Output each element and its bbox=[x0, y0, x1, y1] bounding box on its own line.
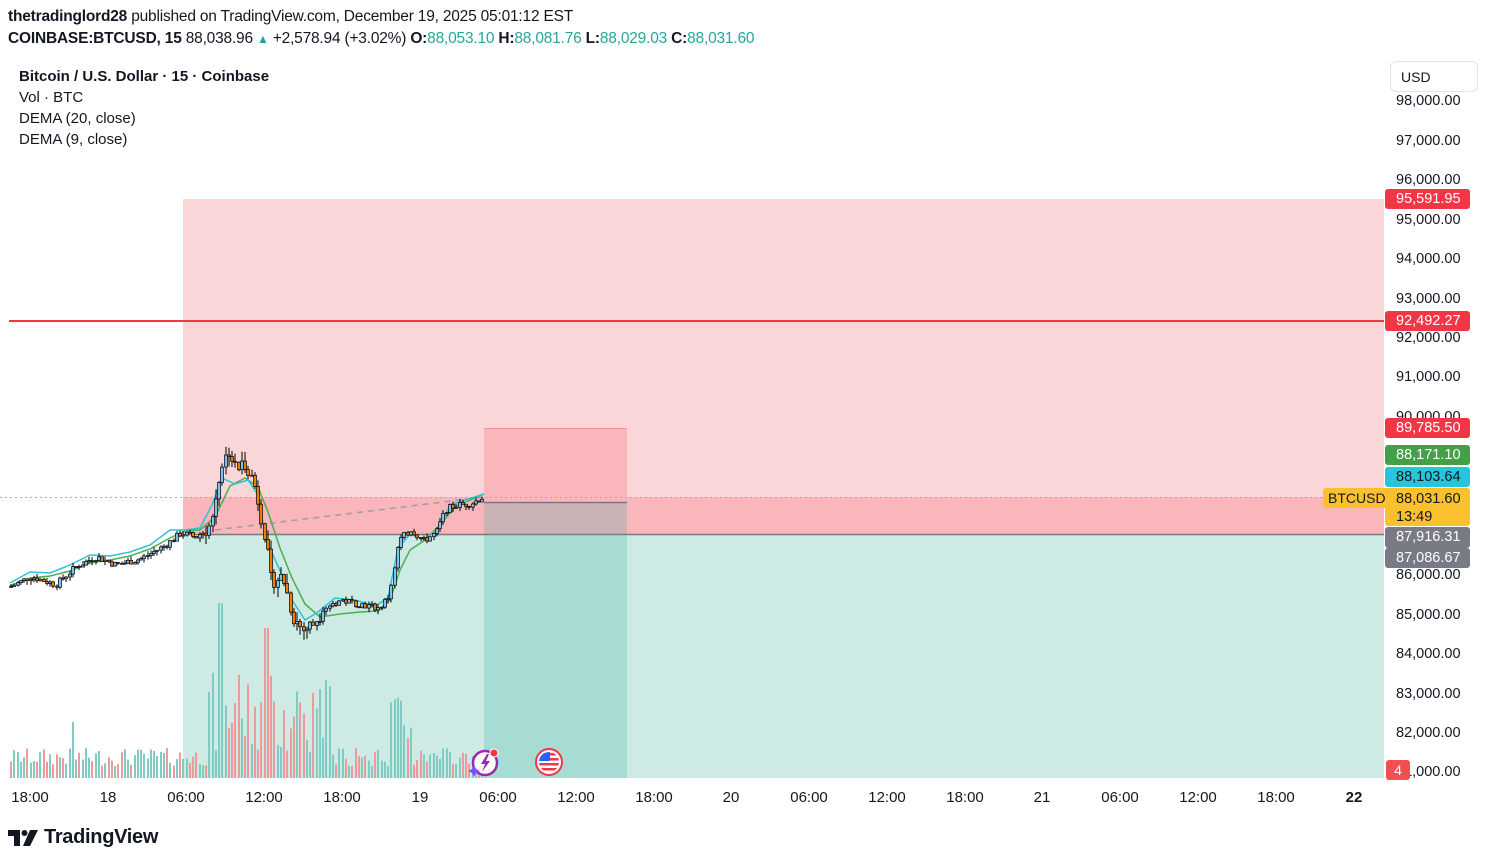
tradingview-logo[interactable]: TradingView bbox=[8, 826, 158, 849]
time-tick: 22 bbox=[1345, 789, 1363, 806]
tradingview-logo-icon bbox=[8, 829, 38, 846]
time-tick: 12:00 bbox=[1179, 789, 1217, 806]
time-tick: 06:00 bbox=[479, 789, 517, 806]
price-tick: 98,000.00 bbox=[1396, 93, 1461, 109]
dema-20-price-tag: 88,171.10 bbox=[1385, 445, 1470, 465]
symbol-label: COINBASE:BTCUSD, 15 bbox=[8, 30, 182, 47]
price-tick: 95,000.00 bbox=[1396, 212, 1461, 228]
price-change: +2,578.94 (+3.02%) bbox=[272, 30, 407, 47]
chart-plot-area[interactable] bbox=[0, 60, 1384, 778]
time-tick: 18:00 bbox=[11, 789, 49, 806]
high-value: 88,081.76 bbox=[514, 30, 582, 47]
last-price-tag: 88,031.60 13:49 bbox=[1385, 488, 1470, 526]
price-tick: 93,000.00 bbox=[1396, 291, 1461, 307]
candlesticks bbox=[9, 446, 484, 640]
chart-legend: Bitcoin / U.S. Dollar · 15 · Coinbase Vo… bbox=[19, 66, 269, 150]
time-tick: 18:00 bbox=[1257, 789, 1295, 806]
lightning-sparkle-icon bbox=[469, 748, 499, 777]
high-label: H: bbox=[498, 30, 515, 47]
price-tick: 86,000.00 bbox=[1396, 567, 1461, 583]
price-tick: 92,000.00 bbox=[1396, 330, 1461, 346]
price-tick: 97,000.00 bbox=[1396, 133, 1461, 149]
alerts-count-badge[interactable]: 4 bbox=[1386, 760, 1410, 780]
open-label: O: bbox=[410, 30, 428, 47]
time-tick: 19 bbox=[411, 789, 429, 806]
trend-line[interactable] bbox=[214, 496, 485, 531]
legend-volume[interactable]: Vol · BTC bbox=[19, 89, 84, 106]
entry-band bbox=[183, 497, 1384, 534]
time-tick: 06:00 bbox=[1101, 789, 1139, 806]
time-tick: 18:00 bbox=[946, 789, 984, 806]
entry-price-tag: 87,086.67 bbox=[1385, 548, 1470, 568]
time-tick: 06:00 bbox=[790, 789, 828, 806]
time-tick: 06:00 bbox=[167, 789, 205, 806]
time-tick: 18 bbox=[99, 789, 117, 806]
ai-insight-marker[interactable] bbox=[469, 748, 499, 778]
us-flag-icon bbox=[535, 748, 563, 776]
inner-entry-price-tag: 87,916.31 bbox=[1385, 527, 1470, 548]
stop-loss-zone[interactable] bbox=[183, 199, 1384, 534]
price-tick: 85,000.00 bbox=[1396, 607, 1461, 623]
volume-bars bbox=[10, 603, 483, 778]
price-tick: 96,000.00 bbox=[1396, 172, 1461, 188]
chart-canvas bbox=[0, 199, 1384, 778]
time-tick: 21 bbox=[1033, 789, 1051, 806]
stop-loss-price-tag: 95,591.95 bbox=[1385, 189, 1470, 209]
publisher-line: thetradinglord28 published on TradingVie… bbox=[8, 6, 754, 28]
low-label: L: bbox=[585, 30, 600, 47]
inner-entry-band bbox=[484, 502, 627, 534]
dema-9-price-tag: 88,103.64 bbox=[1385, 467, 1470, 487]
inner-target-zone[interactable] bbox=[484, 534, 627, 778]
time-tick: 20 bbox=[722, 789, 740, 806]
published-text: published on TradingView.com, December 1… bbox=[131, 8, 574, 25]
price-tick: 84,000.00 bbox=[1396, 646, 1461, 662]
publish-header: thetradinglord28 published on TradingVie… bbox=[8, 6, 754, 50]
legend-dema-9[interactable]: DEMA (9, close) bbox=[19, 131, 128, 148]
last-price-value: 88,031.60 bbox=[1396, 491, 1461, 507]
logo-text: TradingView bbox=[44, 826, 159, 848]
take-profit-zone[interactable] bbox=[183, 534, 1384, 778]
open-value: 88,053.10 bbox=[427, 30, 495, 47]
inner-stop-zone[interactable] bbox=[484, 428, 627, 498]
price-tick: 83,000.00 bbox=[1396, 686, 1461, 702]
time-tick: 12:00 bbox=[868, 789, 906, 806]
price-tick: 91,000.00 bbox=[1396, 369, 1461, 385]
legend-title[interactable]: Bitcoin / U.S. Dollar · 15 · Coinbase bbox=[19, 68, 270, 85]
legend-dema-20[interactable]: DEMA (20, close) bbox=[19, 110, 136, 127]
inner-target-price-tag: 89,785.50 bbox=[1385, 418, 1470, 438]
close-label: C: bbox=[671, 30, 688, 47]
time-axis[interactable]: 18:00 18 06:00 12:00 18:00 19 06:00 12:00 18:00 2… bbox=[0, 780, 1384, 812]
close-value: 88,031.60 bbox=[687, 30, 755, 47]
last-price: 88,038.96 bbox=[185, 30, 253, 47]
price-tick: 81,000.00 bbox=[1396, 764, 1461, 780]
up-arrow-icon: ▲ bbox=[257, 32, 269, 46]
time-tick: 12:00 bbox=[245, 789, 283, 806]
bar-countdown: 13:49 bbox=[1396, 509, 1433, 525]
price-tick: 82,000.00 bbox=[1396, 725, 1461, 741]
ohlc-line: COINBASE:BTCUSD, 15 88,038.96 ▲ +2,578.9… bbox=[8, 28, 754, 50]
currency-button[interactable]: USD bbox=[1390, 61, 1478, 92]
symbol-price-label: BTCUSD bbox=[1323, 488, 1391, 508]
time-tick: 12:00 bbox=[557, 789, 595, 806]
time-tick: 18:00 bbox=[323, 789, 361, 806]
low-value: 88,029.03 bbox=[599, 30, 668, 47]
horizontal-line-price-tag: 92,492.27 bbox=[1385, 311, 1470, 331]
time-tick: 18:00 bbox=[635, 789, 673, 806]
us-economic-event-marker[interactable] bbox=[535, 748, 565, 778]
price-tick: 94,000.00 bbox=[1396, 251, 1461, 267]
publisher-name[interactable]: thetradinglord28 bbox=[8, 8, 128, 25]
